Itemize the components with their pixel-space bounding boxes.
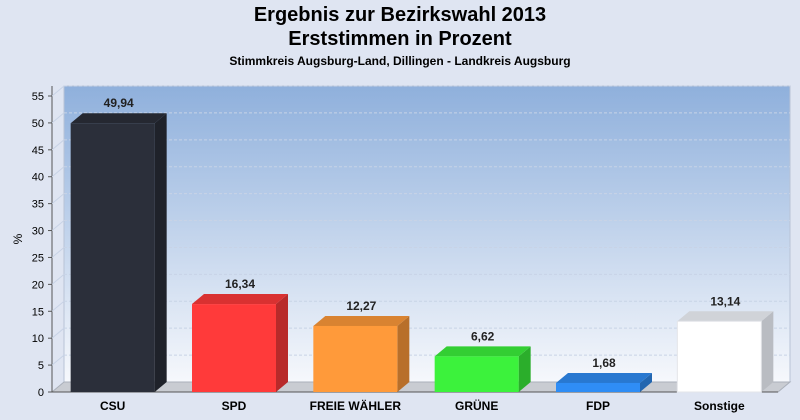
data-label: 13,14 bbox=[710, 294, 740, 308]
x-tick-label: SPD bbox=[222, 399, 247, 413]
bar-front bbox=[434, 356, 519, 392]
bar-sonstige bbox=[676, 311, 774, 393]
plot-background bbox=[63, 85, 791, 383]
gridline-side bbox=[51, 327, 65, 339]
bar-front bbox=[556, 382, 640, 392]
y-tick-label: 35 bbox=[32, 199, 44, 211]
chart-title: Ergebnis zur Bezirkswahl 2013 bbox=[253, 4, 547, 26]
data-label: 16,34 bbox=[225, 277, 255, 291]
y-tick-label: 20 bbox=[32, 279, 44, 291]
bar-spd bbox=[192, 294, 288, 392]
gridline-side bbox=[51, 220, 65, 231]
bar-grüne bbox=[434, 346, 531, 392]
y-tick-label: 45 bbox=[32, 145, 44, 157]
bar-side bbox=[397, 315, 410, 392]
bar-side bbox=[761, 311, 774, 392]
x-tick-label: FDP bbox=[586, 399, 610, 413]
bar-top bbox=[556, 372, 652, 383]
gridline-side bbox=[51, 85, 65, 97]
chart-subtitle: Erststimmen in Prozent bbox=[288, 28, 512, 50]
bar-side bbox=[640, 372, 652, 392]
bar-freie-wähler bbox=[313, 315, 410, 392]
bar-side bbox=[276, 294, 288, 392]
x-tick-label: CSU bbox=[100, 399, 125, 413]
gridline-side bbox=[51, 354, 65, 366]
bar-front bbox=[70, 123, 155, 393]
gridline-side bbox=[51, 273, 65, 285]
y-tick-label: 55 bbox=[32, 91, 44, 103]
bar-csu bbox=[70, 113, 167, 393]
y-axis-label: % bbox=[11, 233, 25, 244]
data-label: 1,68 bbox=[592, 356, 616, 370]
chart-caption: Stimmkreis Augsburg-Land, Dillingen - La… bbox=[229, 54, 571, 68]
bar-fdp bbox=[556, 372, 652, 392]
data-label: 49,94 bbox=[104, 96, 134, 110]
y-tick-label: 10 bbox=[32, 333, 44, 345]
gridline-side bbox=[51, 166, 65, 178]
bar-top bbox=[434, 346, 531, 357]
y-tick-label: 40 bbox=[32, 172, 44, 184]
gridline-side bbox=[51, 139, 65, 151]
bar-side bbox=[154, 113, 167, 393]
bar-side bbox=[518, 346, 531, 392]
gridline-side bbox=[51, 247, 65, 258]
y-tick-label: 5 bbox=[38, 360, 44, 372]
bar-top bbox=[313, 315, 410, 326]
data-label: 12,27 bbox=[346, 299, 376, 313]
x-tick-label: FREIE WÄHLER bbox=[310, 398, 402, 413]
bar-top bbox=[192, 294, 288, 305]
y-tick-label: 50 bbox=[32, 118, 44, 130]
y-tick-label: 15 bbox=[32, 306, 44, 318]
y-tick-label: 0 bbox=[38, 387, 44, 399]
gridline-side bbox=[51, 300, 65, 312]
x-tick-label: Sonstige bbox=[694, 399, 745, 413]
data-label: 6,62 bbox=[471, 329, 495, 343]
gridline-side bbox=[51, 112, 65, 124]
bar-top bbox=[677, 311, 774, 322]
bar-front bbox=[192, 304, 276, 392]
bar-front bbox=[313, 325, 398, 392]
gridline-side bbox=[51, 193, 65, 205]
y-tick-label: 30 bbox=[32, 226, 44, 238]
x-tick-label: GRÜNE bbox=[455, 398, 498, 413]
bar-top bbox=[70, 113, 167, 124]
y-tick-label: 25 bbox=[32, 252, 44, 264]
bar-front bbox=[676, 320, 762, 393]
